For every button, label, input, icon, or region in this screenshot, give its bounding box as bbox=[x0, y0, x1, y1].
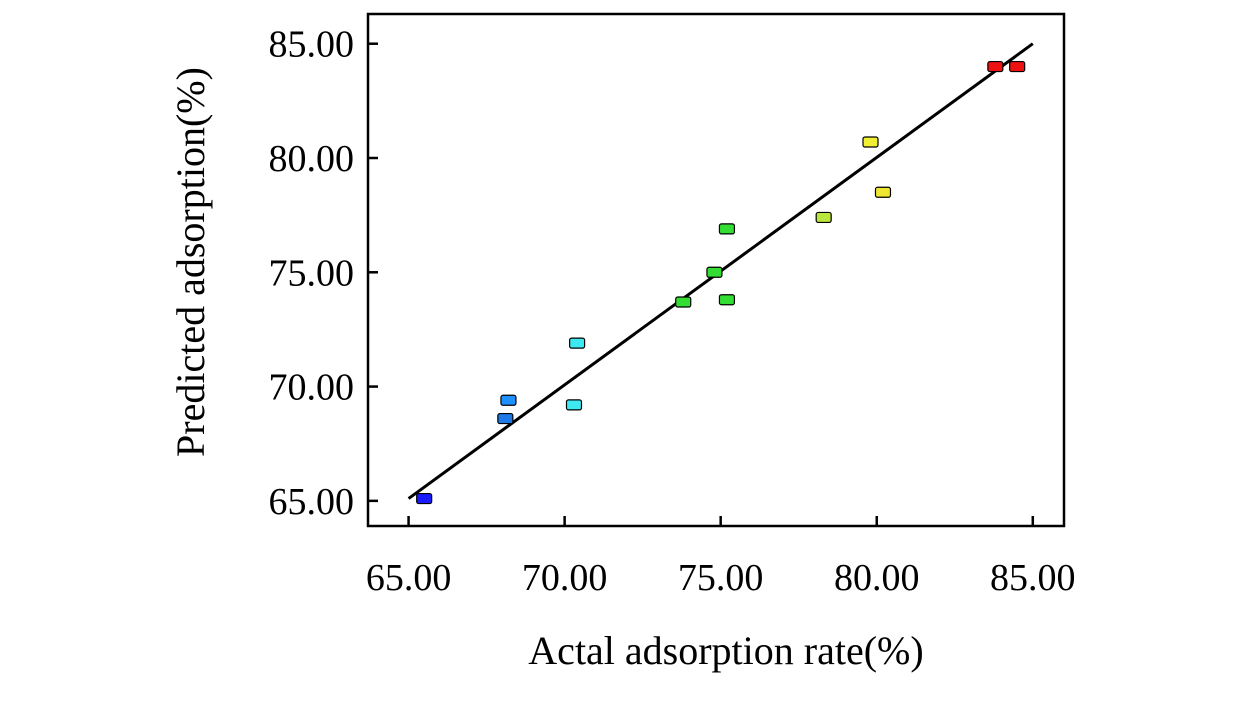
x-tick-label: 75.00 bbox=[678, 557, 764, 599]
x-tick-label: 85.00 bbox=[990, 557, 1076, 599]
y-tick-label: 65.00 bbox=[269, 481, 355, 523]
data-point bbox=[874, 186, 892, 198]
data-point bbox=[718, 294, 736, 306]
data-point bbox=[1009, 60, 1026, 73]
data-point bbox=[497, 412, 514, 425]
y-tick-label: 75.00 bbox=[269, 252, 355, 294]
data-point bbox=[675, 296, 692, 308]
x-axis: 65.00 70.00 75.00 80.00 85.00 bbox=[366, 516, 1076, 599]
y-tick-label: 85.00 bbox=[269, 24, 355, 66]
data-point bbox=[862, 136, 879, 148]
data-point bbox=[500, 394, 517, 406]
data-points bbox=[416, 60, 1026, 505]
x-tick-label: 80.00 bbox=[834, 557, 920, 599]
data-point bbox=[416, 492, 433, 505]
data-point bbox=[565, 399, 583, 411]
y-axis-label: Predicted adsorption(%) bbox=[168, 67, 213, 457]
plot-frame bbox=[366, 12, 1066, 528]
x-axis-label: Actal adsorption rate(%) bbox=[528, 628, 923, 673]
data-point bbox=[718, 223, 736, 235]
data-point bbox=[815, 211, 832, 224]
y-axis: 65.00 70.00 75.00 80.00 85.00 bbox=[269, 24, 378, 523]
x-tick-label: 70.00 bbox=[522, 557, 608, 599]
y-tick-label: 70.00 bbox=[269, 367, 355, 409]
data-point bbox=[569, 337, 586, 349]
x-tick-label: 65.00 bbox=[366, 557, 452, 599]
data-point bbox=[987, 60, 1004, 73]
y-tick-label: 80.00 bbox=[269, 138, 355, 180]
data-point bbox=[706, 266, 723, 278]
